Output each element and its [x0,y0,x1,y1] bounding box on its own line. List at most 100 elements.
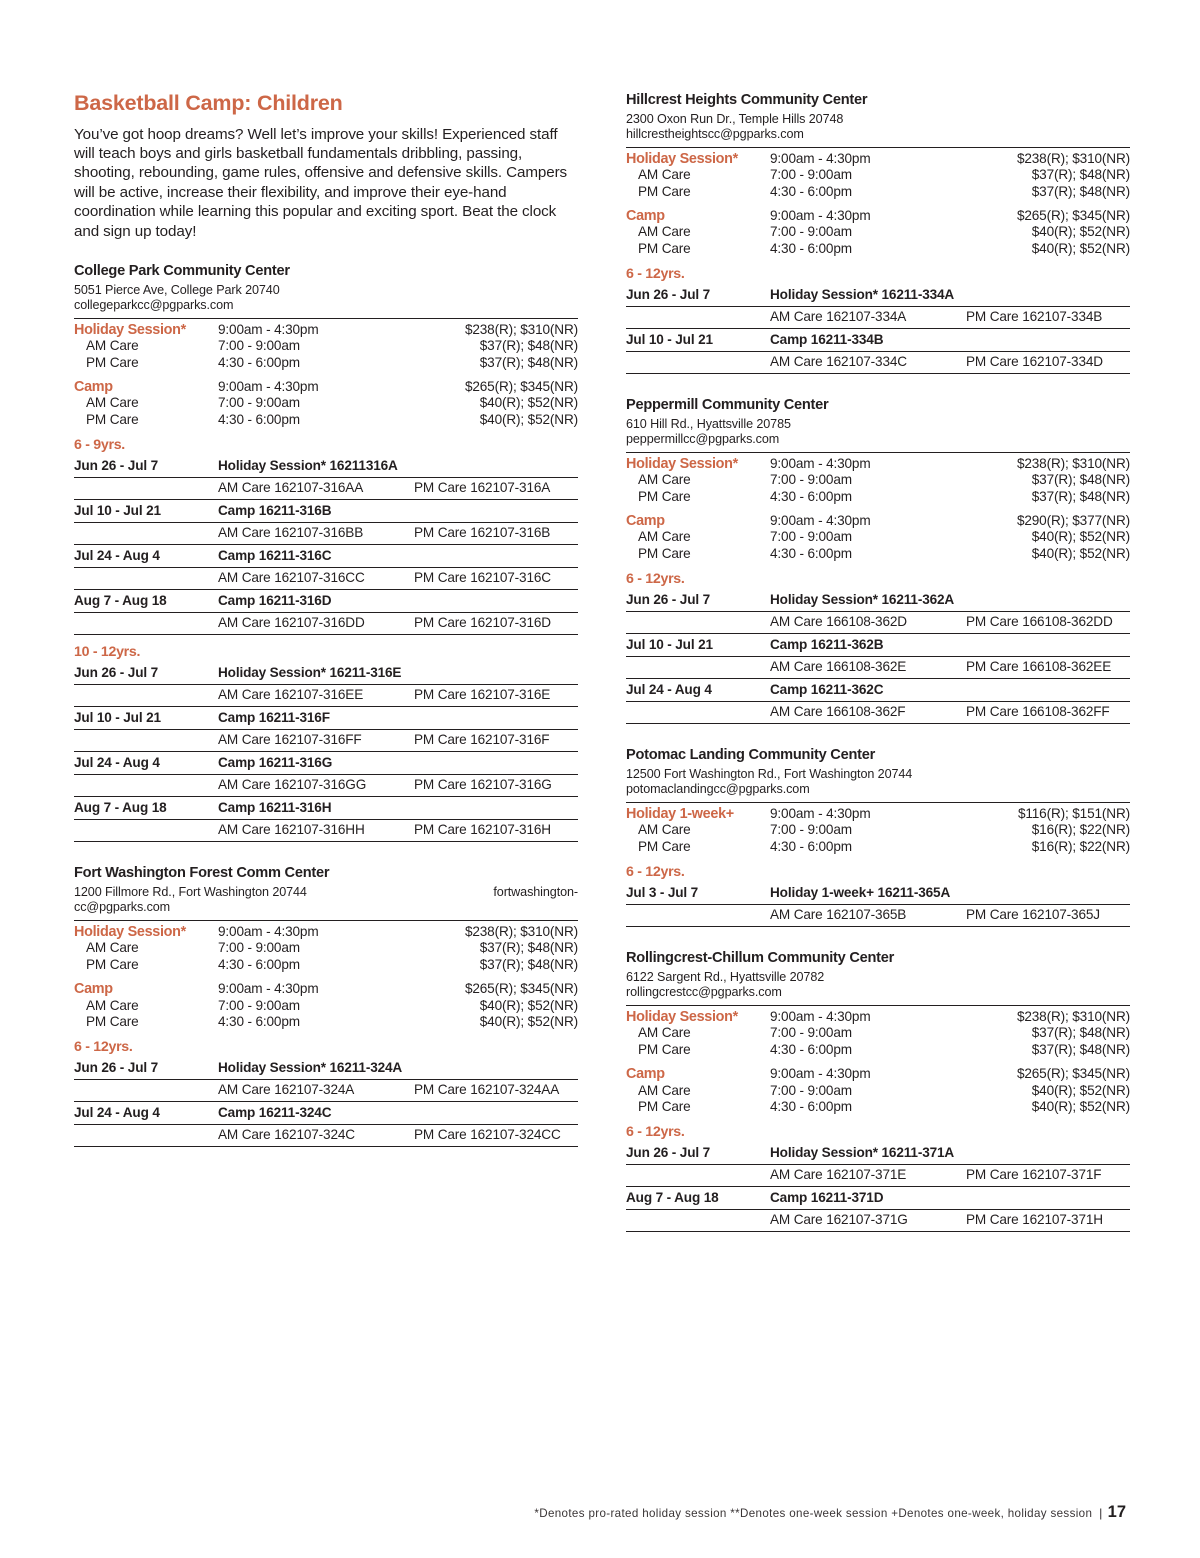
pm-care-code[interactable]: PM Care 166108-362FF [966,701,1130,725]
session-code[interactable]: Camp 16211-316F [218,706,578,730]
center-contact: 12500 Fort Washington Rd., Fort Washingt… [626,767,1130,798]
center-email[interactable]: potomaclandingcc@pgparks.com [626,782,810,797]
pm-care-code[interactable]: PM Care 162107-316B [414,522,578,546]
price-row: Camp 9:00am - 4:30pm $290(R); $377(NR) [626,513,1130,529]
price-time: 9:00am - 4:30pm [770,207,871,223]
price-time: 4:30 - 6:00pm [770,1041,852,1057]
price-care-label: AM Care [638,224,691,240]
am-care-code[interactable]: AM Care 162107-365B [770,904,966,928]
session-code[interactable]: Camp 16211-324C [218,1101,578,1125]
price-time: 4:30 - 6:00pm [770,545,852,561]
pm-care-code[interactable]: PM Care 166108-362EE [966,656,1130,680]
center-email-part2[interactable]: cc@pgparks.com [74,900,171,915]
am-care-code[interactable]: AM Care 162107-316GG [218,774,414,798]
price-amount: $238(R); $310(NR) [1016,1008,1130,1024]
center-email[interactable]: collegeparkcc@pgparks.com [74,298,234,313]
price-time: 4:30 - 6:00pm [770,240,852,256]
table-row: Aug 7 - Aug 18 Camp 16211-316D [74,589,578,613]
pm-care-code[interactable]: PM Care 162107-316G [414,774,578,798]
am-care-code[interactable]: AM Care 162107-316CC [218,567,414,591]
session-code[interactable]: Holiday Session* 16211316A [218,455,578,478]
am-care-code[interactable]: AM Care 166108-362E [770,656,966,680]
program-description: You’ve got hoop dreams? Well let’s impro… [74,125,568,240]
spacer [74,973,578,981]
pm-care-code[interactable]: PM Care 162107-371F [966,1164,1130,1188]
pm-care-code[interactable]: PM Care 162107-316H [414,819,578,843]
price-table: Holiday Session* 9:00am - 4:30pm $238(R); … [626,451,1130,562]
price-amount: $40(R); $52(NR) [1031,529,1130,545]
session-code[interactable]: Holiday Session* 16211-316E [218,662,578,685]
pm-care-code[interactable]: PM Care 162107-316C [414,567,578,591]
pm-care-code[interactable]: PM Care 162107-316A [414,477,578,501]
price-care-label: PM Care [86,411,139,427]
price-category-label: Camp [74,378,113,395]
session-code[interactable]: Holiday 1-week+ 16211-365A [770,882,1130,905]
community-center-block: Potomac Landing Community Center 12500 Fo… [626,747,1130,928]
price-amount: $238(R); $310(NR) [1016,150,1130,166]
center-email[interactable]: rollingcrestcc@pgparks.com [626,985,782,1000]
price-row: AM Care 7:00 - 9:00am $37(R); $48(NR) [626,167,1130,183]
table-row: AM Care 162107-316FF PM Care 162107-316F [74,729,578,753]
center-email[interactable]: hillcrestheightscc@pgparks.com [626,127,804,142]
pm-care-code[interactable]: PM Care 162107-365J [966,904,1130,928]
price-care-label: AM Care [638,167,691,183]
center-contact: 2300 Oxon Run Dr., Temple Hills 20748 hil… [626,112,1130,143]
am-care-code[interactable]: AM Care 162107-316HH [218,819,414,843]
pm-care-code[interactable]: PM Care 162107-324AA [414,1079,578,1103]
center-email[interactable]: peppermillcc@pgparks.com [626,432,780,447]
session-code[interactable]: Camp 16211-316D [218,589,578,613]
price-amount: $238(R); $310(NR) [1016,455,1130,471]
am-care-code[interactable]: AM Care 162107-316EE [218,684,414,708]
pm-care-code[interactable]: PM Care 162107-334B [966,306,1130,330]
am-care-code[interactable]: AM Care 162107-334A [770,306,966,330]
session-code[interactable]: Camp 16211-316H [218,796,578,820]
am-care-code[interactable]: AM Care 162107-316AA [218,477,414,501]
session-code[interactable]: Camp 16211-334B [770,328,1130,352]
session-date-range: Jun 26 - Jul 7 [626,284,770,307]
pm-care-code[interactable]: PM Care 162107-334D [966,351,1130,375]
am-care-code[interactable]: AM Care 166108-362F [770,701,966,725]
session-date-range: Jun 26 - Jul 7 [74,455,218,478]
session-code[interactable]: Camp 16211-362B [770,633,1130,657]
price-amount: $40(R); $52(NR) [479,1013,578,1029]
pm-care-code[interactable]: PM Care 162107-316D [414,612,578,636]
empty-date-cell [74,1079,218,1103]
am-care-code[interactable]: AM Care 162107-334C [770,351,966,375]
am-care-code[interactable]: AM Care 162107-316FF [218,729,414,753]
am-care-code[interactable]: AM Care 162107-324C [218,1124,414,1148]
session-code[interactable]: Holiday Session* 16211-324A [218,1057,578,1080]
table-row: AM Care 162107-371G PM Care 162107-371H [626,1209,1130,1233]
price-table: Holiday 1-week+ 9:00am - 4:30pm $116(R); $… [626,802,1130,855]
session-code[interactable]: Camp 16211-316C [218,544,578,568]
session-code[interactable]: Holiday Session* 16211-362A [770,589,1130,612]
empty-date-cell [74,729,218,753]
am-care-code[interactable]: AM Care 162107-316BB [218,522,414,546]
session-code[interactable]: Camp 16211-371D [770,1186,1130,1210]
price-amount: $37(R); $48(NR) [479,940,578,956]
am-care-code[interactable]: AM Care 162107-324A [218,1079,414,1103]
session-code[interactable]: Holiday Session* 16211-371A [770,1142,1130,1165]
pm-care-code[interactable]: PM Care 166108-362DD [966,611,1130,635]
am-care-code[interactable]: AM Care 162107-316DD [218,612,414,636]
price-row: PM Care 4:30 - 6:00pm $37(R); $48(NR) [74,355,578,371]
pm-care-code[interactable]: PM Care 162107-316E [414,684,578,708]
price-row: Camp 9:00am - 4:30pm $265(R); $345(NR) [626,1066,1130,1082]
am-care-code[interactable]: AM Care 162107-371E [770,1164,966,1188]
price-row: AM Care 7:00 - 9:00am $37(R); $48(NR) [74,338,578,354]
center-name: Potomac Landing Community Center [626,747,876,764]
table-row: Jul 24 - Aug 4 Camp 16211-324C [74,1101,578,1125]
session-code[interactable]: Holiday Session* 16211-334A [770,284,1130,307]
price-time: 9:00am - 4:30pm [218,923,319,939]
price-amount: $265(R); $345(NR) [464,981,578,997]
session-code[interactable]: Camp 16211-316B [218,499,578,523]
right-center-list: Hillcrest Heights Community Center 2300 O… [626,92,1130,1233]
session-date-range: Jul 24 - Aug 4 [626,678,770,702]
session-code[interactable]: Camp 16211-362C [770,678,1130,702]
pm-care-code[interactable]: PM Care 162107-371H [966,1209,1130,1233]
am-care-code[interactable]: AM Care 166108-362D [770,611,966,635]
am-care-code[interactable]: AM Care 162107-371G [770,1209,966,1233]
pm-care-code[interactable]: PM Care 162107-324CC [414,1124,578,1148]
center-email-part1[interactable]: fortwashington- [493,884,578,899]
pm-care-code[interactable]: PM Care 162107-316F [414,729,578,753]
session-code[interactable]: Camp 16211-316G [218,751,578,775]
